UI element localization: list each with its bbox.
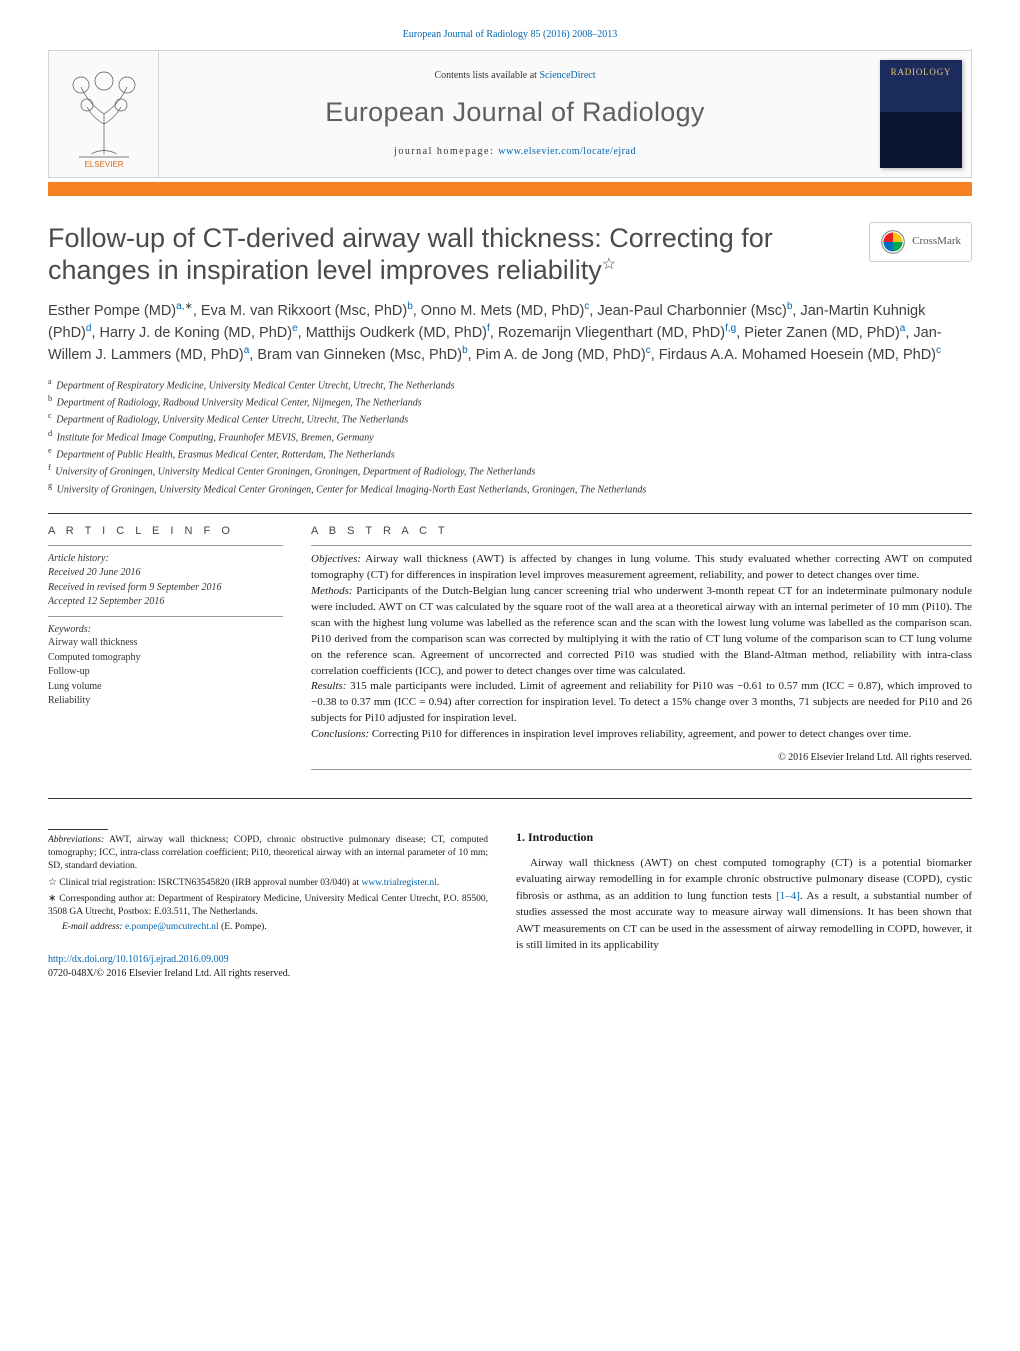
abstract-copyright: © 2016 Elsevier Ireland Ltd. All rights … (311, 751, 972, 765)
accent-bar (48, 182, 972, 196)
trial-register-link[interactable]: www.trialregister.nl (361, 878, 436, 888)
sciencedirect-link[interactable]: ScienceDirect (539, 70, 595, 81)
email-footnote: E-mail address: e.pompe@umcutrecht.nl (E… (48, 921, 488, 934)
corr-email-link[interactable]: e.pompe@umcutrecht.nl (125, 922, 219, 932)
keywords-list: Airway wall thicknessComputed tomography… (48, 636, 283, 709)
journal-masthead: ELSEVIER Contents lists available at Sci… (48, 50, 972, 178)
article-title: Follow-up of CT-derived airway wall thic… (48, 222, 849, 287)
article-info-head: A R T I C L E I N F O (48, 524, 283, 539)
doi-link[interactable]: http://dx.doi.org/10.1016/j.ejrad.2016.0… (48, 954, 229, 965)
crossmark-icon (880, 229, 906, 255)
crossmark-badge[interactable]: CrossMark (869, 222, 972, 262)
article-history: Article history: Received 20 June 2016 R… (48, 552, 283, 610)
journal-name: European Journal of Radiology (325, 94, 704, 130)
affiliations: a Department of Respiratory Medicine, Un… (48, 376, 972, 497)
intro-paragraph: Airway wall thickness (AWT) on chest com… (516, 855, 972, 954)
doi-block: http://dx.doi.org/10.1016/j.ejrad.2016.0… (48, 953, 488, 981)
corresponding-footnote: ∗ Corresponding author at: Department of… (48, 892, 488, 920)
abstract-body: Objectives: Airway wall thickness (AWT) … (311, 552, 972, 743)
journal-home-link[interactable]: www.elsevier.com/locate/ejrad (498, 146, 636, 157)
citation-link[interactable]: [1–4] (776, 890, 800, 902)
keywords-head: Keywords: (48, 623, 283, 637)
author-list: Esther Pompe (MD)a,∗, Eva M. van Rikxoor… (48, 300, 972, 366)
trial-footnote: ☆ Clinical trial registration: ISRCTN635… (48, 876, 488, 890)
svg-text:ELSEVIER: ELSEVIER (84, 160, 123, 169)
section-1-heading: 1. Introduction (516, 829, 972, 845)
journal-cover-thumb (871, 51, 971, 177)
header-citation: European Journal of Radiology 85 (2016) … (48, 28, 972, 42)
contents-available: Contents lists available at ScienceDirec… (434, 69, 595, 83)
abbreviations-footnote: Abbreviations: AWT, airway wall thicknes… (48, 834, 488, 874)
elsevier-tree-icon: ELSEVIER (59, 59, 149, 169)
abstract-head: A B S T R A C T (311, 524, 972, 539)
elsevier-logo: ELSEVIER (49, 51, 159, 177)
journal-homepage: journal homepage: www.elsevier.com/locat… (394, 145, 636, 159)
